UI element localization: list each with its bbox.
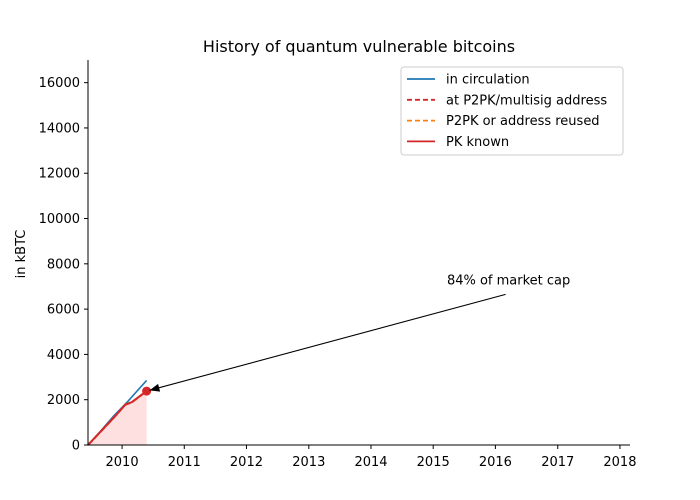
annotation: 84% of market cap (149, 273, 570, 392)
x-tick-label: 2012 (230, 455, 263, 470)
axes: 0 2000 4000 6000 8000 10000 12000 14000 16000 201… (39, 60, 636, 470)
x-tick-label: 2013 (292, 455, 325, 470)
highlight-point (142, 386, 152, 396)
y-tick-label: 2000 (47, 393, 80, 408)
x-tick-label: 2018 (603, 455, 636, 470)
x-tick-label: 2016 (479, 455, 512, 470)
shaded-area (88, 391, 147, 445)
x-tick-label: 2011 (168, 455, 201, 470)
y-tick-label: 16000 (39, 76, 80, 91)
x-tick-label: 2015 (417, 455, 450, 470)
legend-label-4: PK known (446, 135, 509, 150)
legend-label-3: P2PK or address reused (446, 114, 600, 129)
annotation-arrow-line (149, 293, 506, 391)
plot-area (87, 379, 152, 446)
legend-box (400, 66, 624, 156)
x-tick-label: 2014 (354, 455, 387, 470)
y-tick-label: 4000 (47, 348, 80, 363)
y-tick-label: 0 (72, 439, 80, 454)
y-tick-label: 10000 (39, 212, 80, 227)
annotation-text: 84% of market cap (447, 273, 570, 288)
x-tick-label: 2010 (106, 455, 139, 470)
legend-label-1: in circulation (446, 73, 530, 88)
y-axis-label: in kBTC (14, 230, 29, 279)
annotation-arrowhead (149, 383, 161, 392)
legend-label-2: at P2PK/multisig address (446, 93, 607, 108)
legend: in circulation at P2PK/multisig address P2… (400, 66, 624, 156)
y-tick-label: 8000 (47, 257, 80, 272)
chart-title: History of quantum vulnerable bitcoins (203, 37, 515, 56)
x-tick-label: 2017 (541, 455, 574, 470)
y-tick-label: 14000 (39, 121, 80, 136)
series-line-4 (87, 390, 148, 446)
y-tick-label: 12000 (39, 167, 80, 182)
y-tick-label: 6000 (47, 303, 80, 318)
